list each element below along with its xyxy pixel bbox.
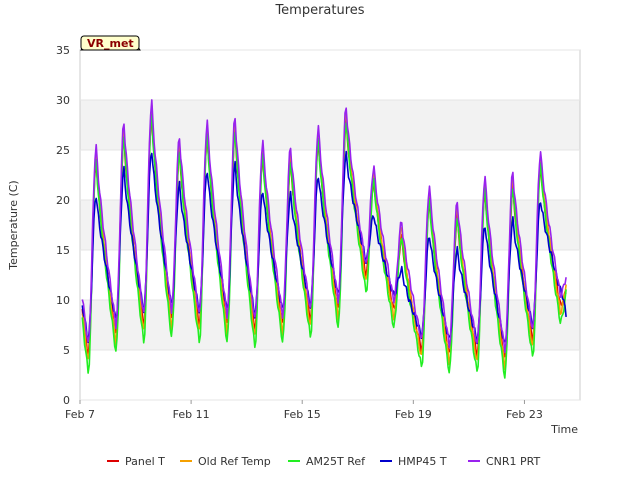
x-tick-label: Feb 15 [284,408,321,421]
legend-label-3: HMP45 T [398,455,447,468]
x-tick-label: Feb 7 [65,408,95,421]
y-tick-label: 5 [63,344,70,357]
grid-band [80,100,580,150]
legend-label-0: Panel T [125,455,165,468]
y-tick-label: 20 [56,194,70,207]
y-axis-label: Temperature (C) [7,180,20,270]
y-tick-label: 0 [63,394,70,407]
plot-background-bands [80,100,580,350]
chart-legend: Panel T Old Ref Temp AM25T Ref HMP45 T CNR1 … [107,455,541,468]
y-tick-label: 30 [56,94,70,107]
y-tick-label: 35 [56,44,70,57]
legend-label-2: AM25T Ref [306,455,366,468]
y-tick-label: 15 [56,244,70,257]
y-tick-label: 10 [56,294,70,307]
series-line-2 [81,113,567,379]
series-line-3 [81,150,567,345]
x-tick-label: Feb 23 [506,408,543,421]
series-lines [81,99,567,379]
site-badge-box [80,35,140,51]
chart-title: Temperatures [274,3,364,18]
x-axis-ticks: Feb 7 Feb 11 Feb 15 Feb 19 Feb 23 [65,400,543,421]
legend-label-1: Old Ref Temp [198,455,271,468]
site-badge-label: VR_met [87,37,134,50]
site-badge: VR_met [80,35,141,51]
x-axis-label: Time [550,423,578,436]
grid-band [80,300,580,350]
legend-label-4: CNR1 PRT [486,455,541,468]
y-tick-label: 25 [56,144,70,157]
x-tick-label: Feb 11 [173,408,210,421]
x-tick-label: Feb 19 [395,408,432,421]
series-line-4 [81,99,567,354]
